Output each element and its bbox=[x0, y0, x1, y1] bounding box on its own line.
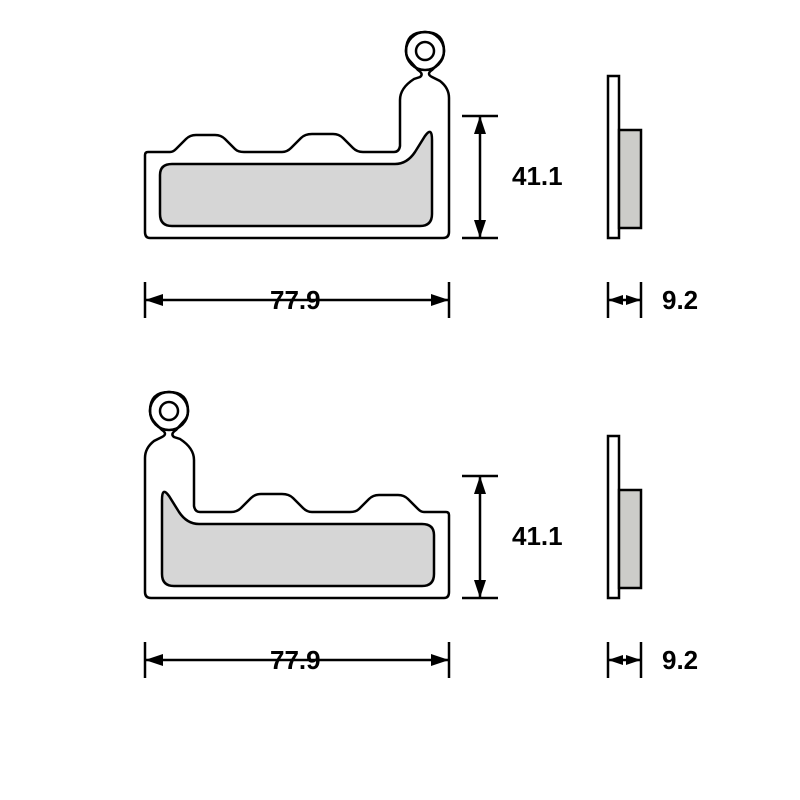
top-side-view bbox=[608, 76, 641, 238]
bottom-width-label: 77.9 bbox=[270, 645, 321, 675]
bottom-thickness-dimension bbox=[608, 642, 641, 678]
bottom-side-plate bbox=[608, 436, 619, 598]
top-thickness-label: 9.2 bbox=[662, 285, 698, 315]
top-height-label: 41.1 bbox=[512, 161, 563, 191]
top-height-dimension bbox=[462, 116, 498, 238]
bottom-side-view bbox=[608, 436, 641, 598]
bottom-height-label: 41.1 bbox=[512, 521, 563, 551]
top-thickness-dimension bbox=[608, 282, 641, 318]
bottom-thickness-label: 9.2 bbox=[662, 645, 698, 675]
bottom-pad-front-view bbox=[145, 392, 449, 598]
bottom-side-friction bbox=[619, 490, 641, 588]
bottom-height-dimension bbox=[462, 476, 498, 598]
top-pad-front-view bbox=[145, 32, 449, 238]
top-width-label: 77.9 bbox=[270, 285, 321, 315]
brake-pad-technical-drawing: 41.1 77.9 9.2 41.1 bbox=[0, 0, 800, 800]
top-side-plate bbox=[608, 76, 619, 238]
top-side-friction bbox=[619, 130, 641, 228]
